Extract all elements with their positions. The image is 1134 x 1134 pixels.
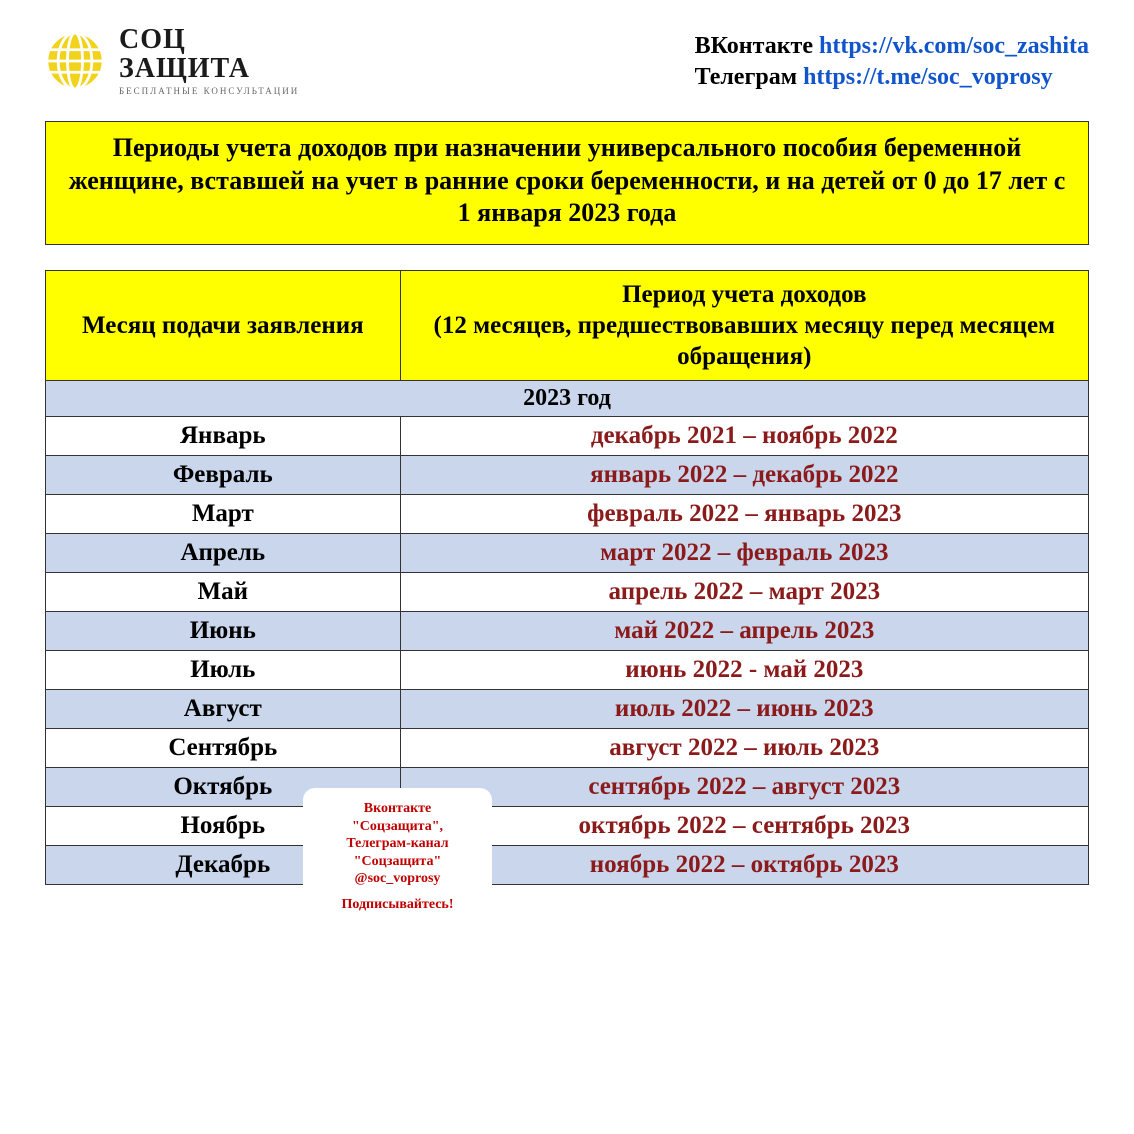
vk-line: ВКонтакте https://vk.com/soc_zashita: [695, 31, 1089, 62]
subscribe-overlay: Вконтакте "Соцзащита", Телеграм-канал "С…: [305, 790, 490, 923]
month-cell: Март: [46, 495, 401, 534]
month-cell: Сентябрь: [46, 729, 401, 768]
vk-link[interactable]: https://vk.com/soc_zashita: [819, 33, 1089, 59]
month-cell: Январь: [46, 417, 401, 456]
logo-line1: СОЦ: [119, 25, 299, 54]
month-cell: Апрель: [46, 534, 401, 573]
overlay-line: Телеграм-канал: [313, 835, 482, 853]
period-cell: май 2022 – апрель 2023: [400, 612, 1088, 651]
period-cell: сентябрь 2022 – август 2023: [400, 768, 1088, 807]
month-cell: Июнь: [46, 612, 401, 651]
period-cell: февраль 2022 – январь 2023: [400, 495, 1088, 534]
table-row: Июньмай 2022 – апрель 2023: [46, 612, 1089, 651]
vk-label: ВКонтакте: [695, 33, 819, 59]
period-cell: март 2022 – февраль 2023: [400, 534, 1088, 573]
column-period-header: Период учета доходов(12 месяцев, предшес…: [400, 270, 1088, 381]
title-banner: Периоды учета доходов при назначении уни…: [45, 121, 1089, 245]
month-cell: Май: [46, 573, 401, 612]
header: СОЦ ЗАЩИТА БЕСПЛАТНЫЕ КОНСУЛЬТАЦИИ ВКонт…: [45, 25, 1089, 96]
overlay-line: Вконтакте: [313, 800, 482, 818]
period-cell: август 2022 – июль 2023: [400, 729, 1088, 768]
table-row: Майапрель 2022 – март 2023: [46, 573, 1089, 612]
overlay-line: "Соцзащита",: [313, 818, 482, 836]
table-row: Октябрьсентябрь 2022 – август 2023: [46, 768, 1089, 807]
logo-line2: ЗАЩИТА: [119, 54, 299, 83]
period-cell: июль 2022 – июнь 2023: [400, 690, 1088, 729]
tg-label: Телеграм: [695, 64, 803, 90]
period-cell: декабрь 2021 – ноябрь 2022: [400, 417, 1088, 456]
year-label: 2023 год: [46, 381, 1089, 417]
income-period-table: Месяц подачи заявления Период учета дохо…: [45, 270, 1089, 886]
table-row: Июльиюнь 2022 - май 2023: [46, 651, 1089, 690]
logo-subtitle: БЕСПЛАТНЫЕ КОНСУЛЬТАЦИИ: [119, 87, 299, 96]
table-row: Августиюль 2022 – июнь 2023: [46, 690, 1089, 729]
overlay-line: "Соцзащита": [313, 853, 482, 871]
column-month-header: Месяц подачи заявления: [46, 270, 401, 381]
table-row: Январьдекабрь 2021 – ноябрь 2022: [46, 417, 1089, 456]
table-row: Декабрьноябрь 2022 – октябрь 2023: [46, 846, 1089, 885]
period-cell: апрель 2022 – март 2023: [400, 573, 1088, 612]
tg-line: Телеграм https://t.me/soc_voprosy: [695, 62, 1089, 93]
logo: СОЦ ЗАЩИТА БЕСПЛАТНЫЕ КОНСУЛЬТАЦИИ: [45, 25, 299, 96]
overlay-line: @soc_voprosy: [313, 870, 482, 888]
table-row: Мартфевраль 2022 – январь 2023: [46, 495, 1089, 534]
period-cell: январь 2022 – декабрь 2022: [400, 456, 1088, 495]
table-row: Февральянварь 2022 – декабрь 2022: [46, 456, 1089, 495]
period-cell: июнь 2022 - май 2023: [400, 651, 1088, 690]
table-row: Сентябрьавгуст 2022 – июль 2023: [46, 729, 1089, 768]
year-row: 2023 год: [46, 381, 1089, 417]
period-cell: ноябрь 2022 – октябрь 2023: [400, 846, 1088, 885]
month-cell: Февраль: [46, 456, 401, 495]
month-cell: Август: [46, 690, 401, 729]
table-row: Ноябрьоктябрь 2022 – сентябрь 2023: [46, 807, 1089, 846]
overlay-cta: Подписывайтесь!: [313, 896, 482, 914]
period-cell: октябрь 2022 – сентябрь 2023: [400, 807, 1088, 846]
tg-link[interactable]: https://t.me/soc_voprosy: [803, 64, 1053, 90]
contacts: ВКонтакте https://vk.com/soc_zashita Тел…: [695, 25, 1089, 93]
table-row: Апрельмарт 2022 – февраль 2023: [46, 534, 1089, 573]
globe-icon: [45, 31, 105, 91]
month-cell: Июль: [46, 651, 401, 690]
